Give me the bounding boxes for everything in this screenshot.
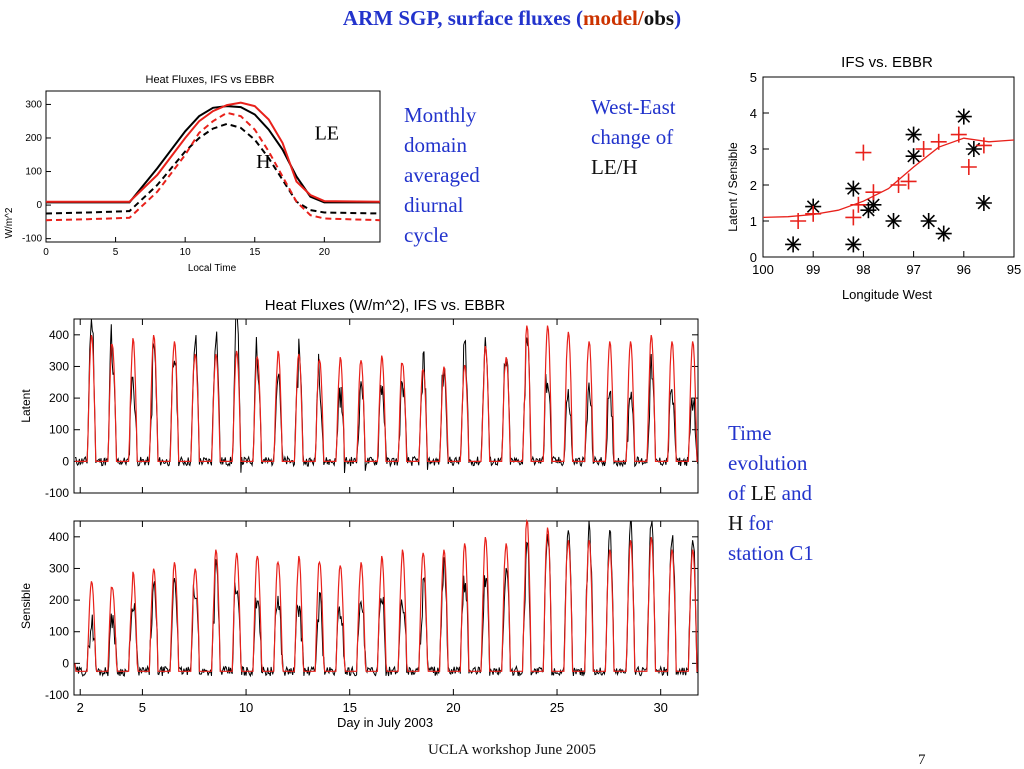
latent-y-tick-label-1: 0 [62, 454, 69, 468]
page-number: 7 [918, 752, 926, 768]
sensible-y-label: Sensible [19, 583, 33, 629]
obs-point-3 [845, 236, 862, 253]
y-tick-label-1: 1 [750, 214, 757, 229]
chart-title: IFS vs. EBBR [841, 54, 933, 71]
obs-point-9 [920, 213, 937, 229]
latent-y-tick-label-3: 200 [49, 391, 69, 405]
annotation-le: LE [315, 123, 339, 145]
series-le_model [46, 101, 381, 203]
sensible-y-tick-label-1: 0 [62, 656, 69, 670]
note-monthly: Monthly domain averaged diurnal cycle [404, 103, 480, 247]
series-h_obs [45, 122, 381, 215]
x-tick-label-5: 25 [550, 700, 564, 715]
sensible-frame [73, 520, 699, 696]
model-point-12 [975, 137, 992, 154]
latent-y-tick-label-4: 300 [49, 359, 69, 373]
x-tick-label-1: 99 [806, 262, 820, 277]
x-tick-label-0: 2 [77, 700, 84, 715]
latent-frame [73, 318, 699, 494]
sensible-y-tick-label-4: 300 [49, 561, 69, 575]
sensible-y-tick-label-5: 400 [49, 530, 69, 544]
latent-obs-series [74, 318, 699, 474]
x-tick-label-2: 98 [856, 262, 870, 277]
latent-model-series [75, 325, 698, 462]
x-tick-label-0: 100 [752, 262, 774, 277]
x-tick-label-6: 30 [653, 700, 667, 715]
tick-layer: 100 99 98 97 96 95 0 1 2 3 4 5 [750, 70, 1021, 277]
obs-point-13 [975, 195, 992, 211]
model-point-8 [915, 141, 932, 157]
obs-point-0 [785, 236, 802, 253]
timeseries-title: Heat Fluxes (W/m^2), IFS vs. EBBR [265, 297, 506, 314]
obs-point-7 [905, 148, 922, 165]
note-time-evolution: Time evolution of LE and H for station C… [728, 421, 814, 565]
y-tick-label-5: 5 [750, 70, 757, 85]
sensible-y-tick-label-2: 100 [49, 625, 69, 639]
y-tick-label-4: 300 [25, 99, 42, 110]
obs-point-12 [965, 141, 982, 157]
obs-point-11 [955, 108, 972, 125]
x-tick-label-3: 97 [906, 262, 920, 277]
latent-y-tick-label-5: 400 [49, 328, 69, 342]
x-axis-label: Day in July 2003 [337, 715, 433, 730]
series-layer [74, 318, 699, 678]
latent-y-tick-label-0: -100 [45, 486, 69, 500]
x-tick-label-2: 10 [180, 247, 192, 258]
obs-point-2 [845, 180, 862, 197]
y-tick-label-0: 0 [750, 250, 757, 265]
chart-title: Heat Fluxes, IFS vs EBBR [146, 74, 275, 86]
obs-point-8 [905, 126, 922, 143]
x-axis-label: Longitude West [842, 287, 932, 302]
x-tick-label-1: 5 [139, 700, 146, 715]
model-point-11 [960, 159, 977, 175]
x-tick-label-3: 15 [342, 700, 356, 715]
x-tick-label-5: 95 [1007, 262, 1021, 277]
latent-y-label: Latent [19, 389, 33, 423]
x-tick-label-1: 5 [113, 247, 119, 258]
obs-point-10 [935, 225, 952, 242]
x-tick-label-3: 15 [249, 247, 261, 258]
y-tick-label-4: 4 [750, 106, 757, 121]
x-tick-label-4: 96 [957, 262, 971, 277]
sensible-y-tick-label-3: 200 [49, 593, 69, 607]
plot-frame [45, 90, 381, 243]
ratio-chart: IFS vs. EBBR Longitude West Latent / Sen… [726, 54, 1021, 302]
x-tick-label-4: 20 [446, 700, 460, 715]
model-point-2 [845, 209, 862, 226]
series-layer [762, 108, 1015, 253]
y-axis-label: Latent / Sensible [726, 142, 740, 232]
model-point-5 [865, 184, 882, 201]
note-west-east: West-East change of LE/H [591, 95, 676, 179]
plot-frame [762, 76, 1015, 258]
x-tick-label-0: 0 [43, 247, 49, 258]
diurnal-chart: Heat Fluxes, IFS vs EBBR Local Time W/m^… [4, 74, 381, 274]
y-tick-label-2: 100 [25, 167, 42, 178]
slide-title: ARM SGP, surface fluxes (model/obs) [342, 6, 682, 30]
y-tick-label-2: 2 [750, 178, 757, 193]
latent-y-tick-label-2: 100 [49, 423, 69, 437]
model-point-7 [900, 173, 917, 190]
obs-point-6 [885, 213, 902, 229]
fit-line [762, 137, 1015, 219]
sensible-obs-series [74, 520, 699, 678]
timeseries-charts: Heat Fluxes (W/m^2), IFS vs. EBBR Latent… [19, 297, 699, 730]
x-tick-label-4: 20 [319, 247, 331, 258]
series-h_model [45, 111, 381, 222]
series-layer [45, 101, 381, 222]
y-axis-label: W/m^2 [4, 207, 15, 238]
model-point-4 [855, 144, 872, 161]
x-tick-label-2: 10 [239, 700, 253, 715]
footer: UCLA workshop June 2005 [428, 742, 596, 758]
sensible-model-series [74, 518, 698, 672]
y-tick-label-0: -100 [22, 234, 42, 245]
y-tick-label-3: 3 [750, 142, 757, 157]
y-tick-label-3: 200 [25, 133, 42, 144]
annotation-h: H [256, 151, 270, 173]
y-tick-label-1: 0 [36, 200, 42, 211]
sensible-y-tick-label-0: -100 [45, 688, 69, 702]
x-axis-label: Local Time [188, 263, 237, 274]
